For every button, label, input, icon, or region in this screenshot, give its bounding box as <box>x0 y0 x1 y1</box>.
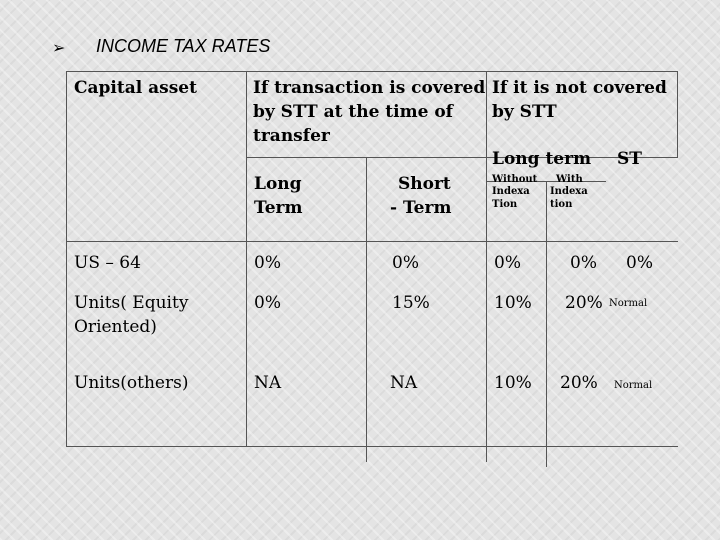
cell-without-indexation: 10% <box>494 293 532 313</box>
cell-with-indexation: 0% <box>570 253 597 273</box>
cell-with-indexation: 20% <box>560 373 598 393</box>
header-with-3: tion <box>550 199 573 210</box>
cell-note: Normal <box>609 298 648 309</box>
table-border-right <box>677 71 678 157</box>
cell-asset-line2: Oriented) <box>74 317 157 337</box>
table-border-top <box>66 71 678 72</box>
cell-short-term: 0% <box>392 253 419 273</box>
cell-asset: Units( Equity <box>74 293 189 313</box>
header-covered-line2: by STT at the time of <box>253 102 453 122</box>
header-with-2: Indexa <box>550 186 588 197</box>
cell-with-indexation: 20% <box>565 293 603 313</box>
header-not-covered-line1: If it is not covered <box>492 78 667 98</box>
header-capital-asset: Capital asset <box>74 78 197 98</box>
slide-title: INCOME TAX RATES <box>96 36 271 56</box>
header-divider-indexation <box>486 181 606 182</box>
cell-asset: Units(others) <box>74 373 189 393</box>
header-st: ST <box>617 149 642 169</box>
column-divider-4 <box>486 157 487 462</box>
cell-long-term: 0% <box>254 293 281 313</box>
header-divider-covered <box>246 157 678 158</box>
table-border-bottom <box>66 446 678 447</box>
column-divider-1 <box>246 71 247 447</box>
header-without-1: Without <box>492 174 538 185</box>
table-border-left <box>66 71 67 447</box>
header-covered-line3: transfer <box>253 126 330 146</box>
column-divider-2 <box>486 71 487 157</box>
header-without-2: Indexa <box>492 186 530 197</box>
header-short-term-1: Short <box>398 174 451 194</box>
header-long-term-1: Long <box>254 174 302 194</box>
cell-short-term: NA <box>390 373 418 393</box>
cell-asset: US – 64 <box>74 253 141 273</box>
header-not-covered-line2: by STT <box>492 102 557 122</box>
header-covered-line1: If transaction is covered <box>253 78 486 98</box>
header-short-term-2: - Term <box>390 198 452 218</box>
column-divider-5 <box>546 181 547 467</box>
cell-long-term: NA <box>254 373 282 393</box>
column-divider-3 <box>366 157 367 462</box>
header-long-term-2: Term <box>254 198 303 218</box>
cell-stt-short-term: 0% <box>626 253 653 273</box>
header-with-1: With <box>556 174 583 185</box>
cell-without-indexation: 0% <box>494 253 521 273</box>
cell-without-indexation: 10% <box>494 373 532 393</box>
cell-note: Normal <box>614 380 653 391</box>
cell-long-term: 0% <box>254 253 281 273</box>
header-long-term-group: Long term <box>492 149 592 169</box>
cell-short-term: 15% <box>392 293 430 313</box>
header-bottom-line <box>66 241 678 242</box>
header-without-3: Tion <box>492 199 518 210</box>
arrow-bullet-icon: ➢ <box>52 38 66 57</box>
